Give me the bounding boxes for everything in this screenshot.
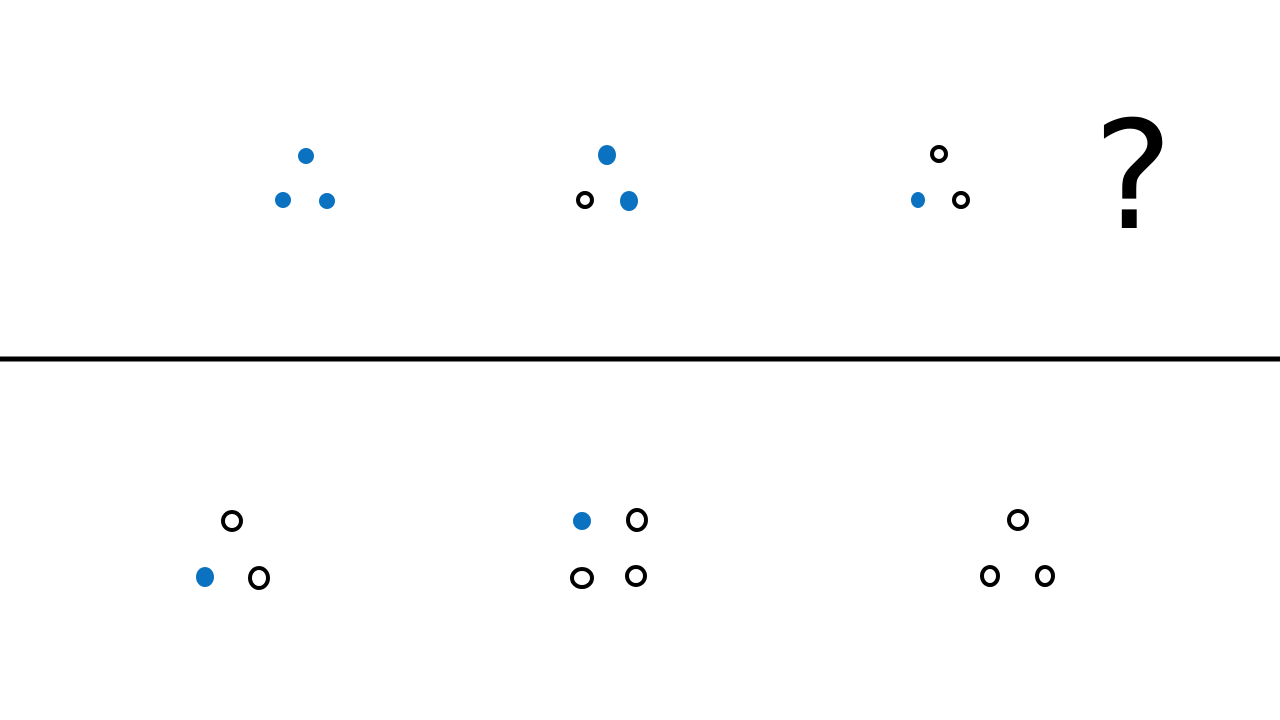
option-3[interactable] (980, 509, 1055, 587)
filled-dot (573, 512, 591, 530)
filled-dot (620, 191, 638, 211)
sequence-figure-1 (275, 148, 335, 209)
filled-dot (911, 192, 925, 208)
hollow-dot (980, 565, 1000, 587)
filled-dot (598, 145, 616, 165)
filled-dot (319, 193, 335, 209)
sequence-figure-3 (911, 145, 970, 209)
hollow-dot (952, 191, 970, 209)
hollow-dot (930, 145, 948, 163)
filled-dot (298, 148, 314, 164)
hollow-dot (576, 191, 594, 209)
option-2[interactable] (570, 508, 648, 589)
hollow-dot (625, 565, 647, 587)
hollow-dot (221, 510, 243, 532)
hollow-dot (1007, 509, 1029, 531)
question-mark: ? (1093, 90, 1173, 264)
filled-dot (196, 567, 214, 587)
hollow-dot (1035, 565, 1055, 587)
filled-dot (275, 192, 291, 208)
hollow-dot (626, 508, 648, 532)
sequence-figure-2 (576, 145, 638, 211)
option-1[interactable] (196, 510, 270, 590)
hollow-dot (570, 567, 594, 589)
hollow-dot (248, 566, 270, 590)
